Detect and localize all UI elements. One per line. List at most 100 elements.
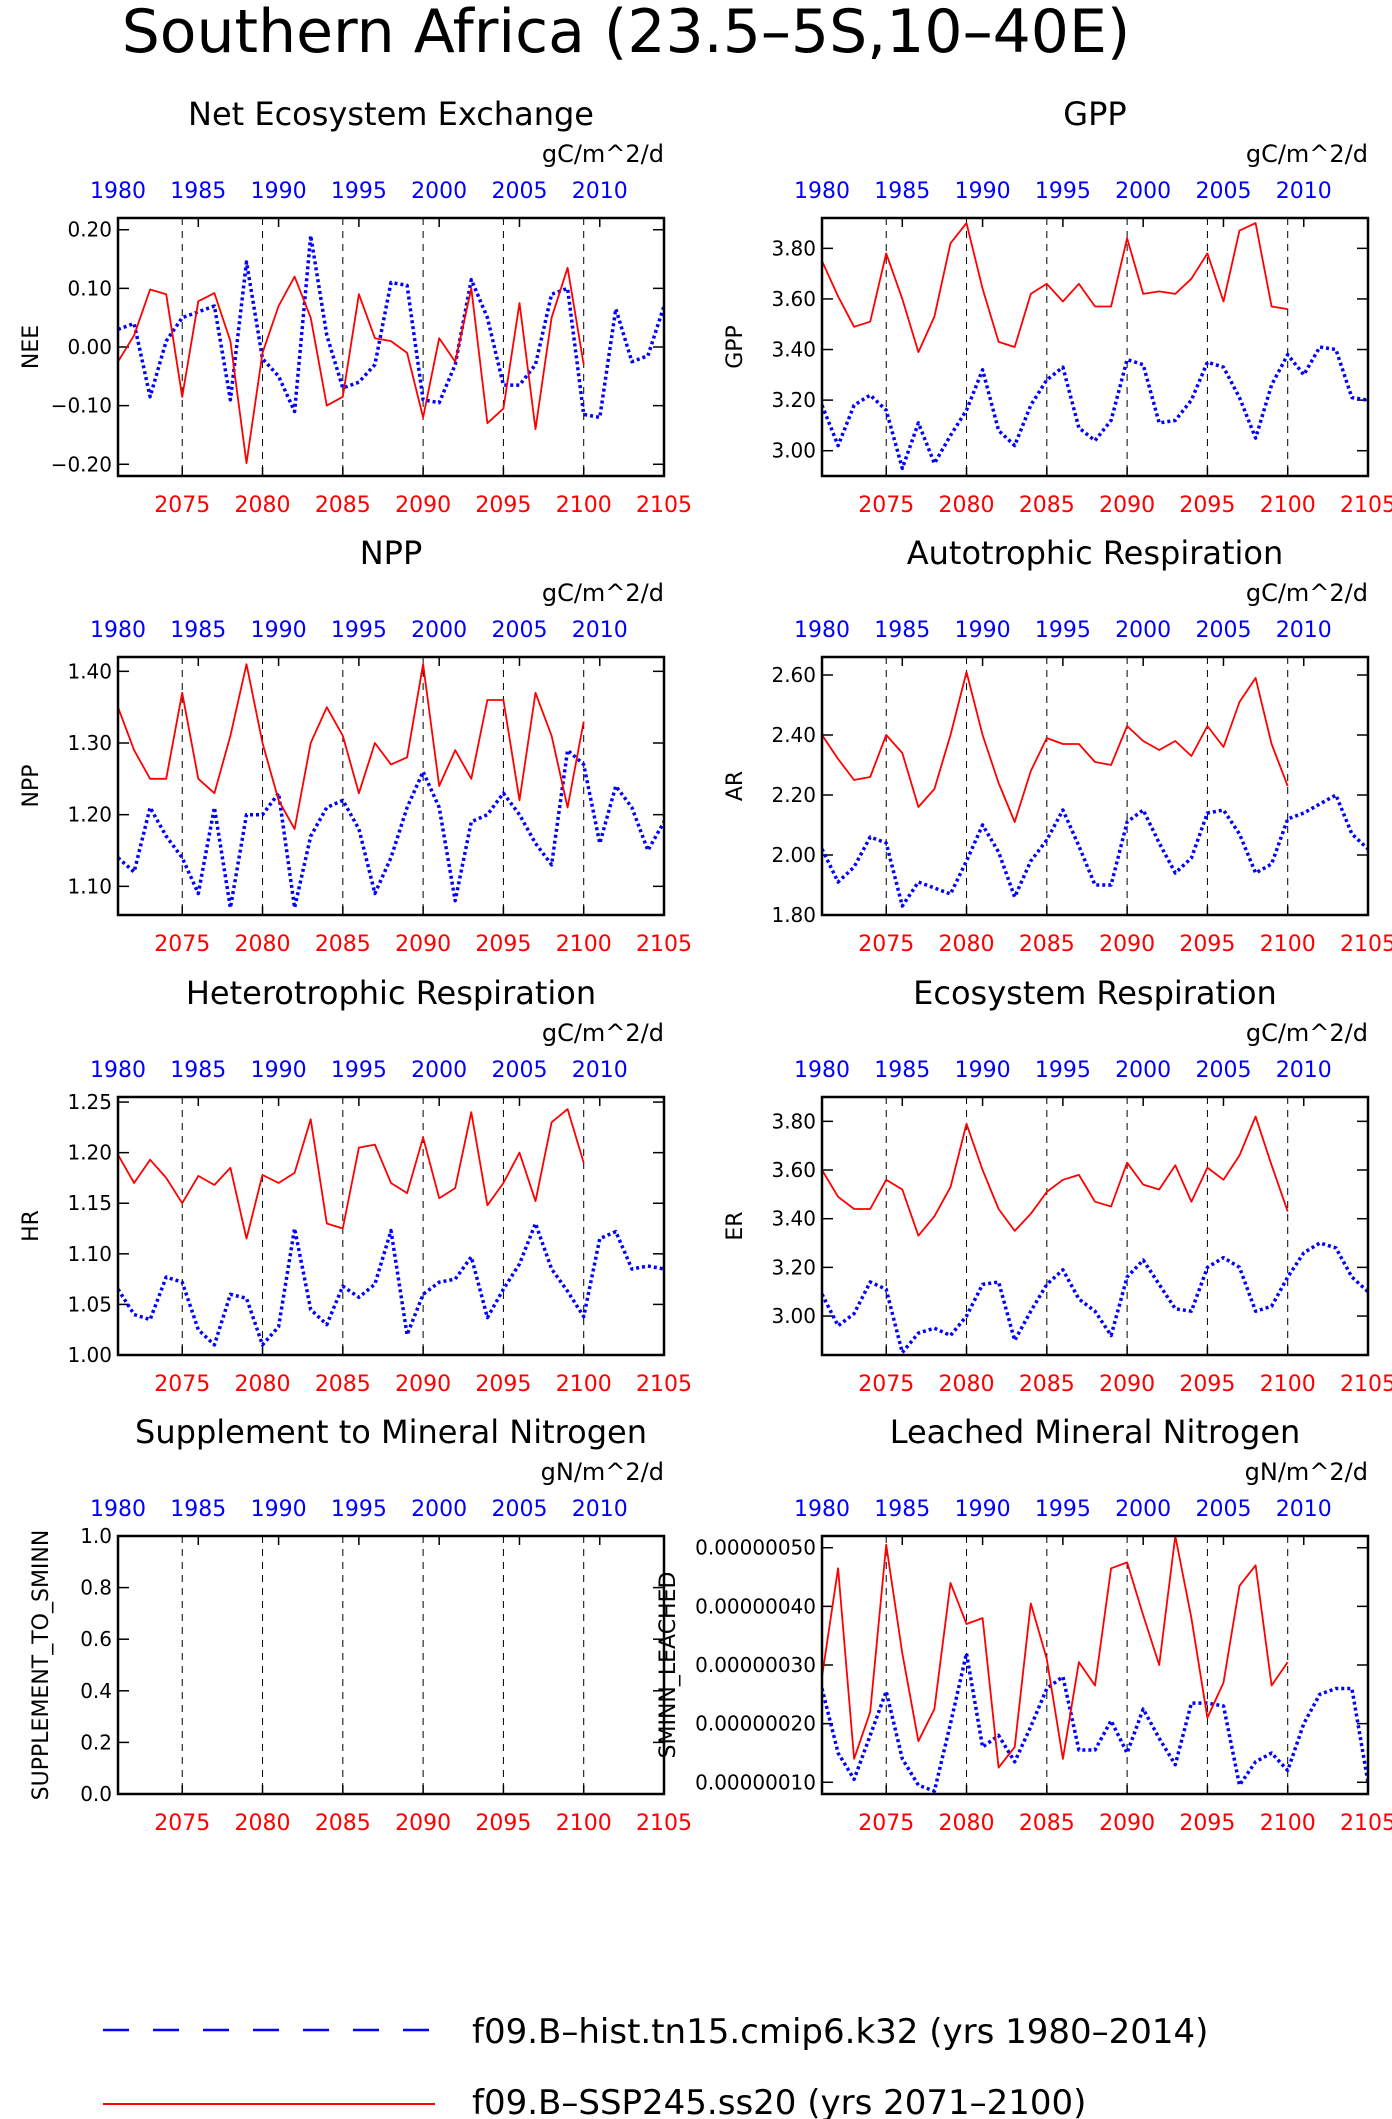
- y-tick-label: 0.00000050: [695, 1536, 816, 1560]
- panel-4: Autotrophic Respiration gC/m^2/d 2075 2080 2…: [723, 534, 1392, 957]
- x-tick-label-bottom: 2095: [475, 493, 531, 518]
- y-tick-label: 0.2: [80, 1730, 112, 1754]
- x-tick-label-bottom: 2080: [235, 1372, 291, 1397]
- y-tick-label: 1.20: [67, 803, 112, 827]
- series-ssp-line: [822, 671, 1289, 823]
- y-tick-label: 2.40: [771, 723, 816, 747]
- x-tick-label-bottom: 2095: [1179, 493, 1235, 518]
- x-tick-label-bottom: 2090: [395, 493, 451, 518]
- x-tick-label-top: 1995: [331, 1058, 387, 1083]
- series-ssp-line: [118, 663, 585, 830]
- panel-units: gC/m^2/d: [542, 140, 664, 168]
- x-tick-label-bottom: 2090: [395, 1811, 451, 1836]
- x-tick-label-top: 1995: [1035, 1497, 1091, 1522]
- x-tick-label-top: 1985: [874, 1497, 930, 1522]
- panel-title: Supplement to Mineral Nitrogen: [135, 1413, 647, 1451]
- x-tick-label-top: 2000: [411, 618, 467, 643]
- plot-frame: [820, 216, 1370, 478]
- x-tick-label-bottom: 2080: [939, 1372, 995, 1397]
- x-tick-label-top: 2010: [572, 618, 628, 643]
- x-tick-label-bottom: 2105: [636, 932, 692, 957]
- x-tick-label-top: 1980: [90, 179, 146, 204]
- series-hist-line: [118, 233, 664, 420]
- x-tick-label-top: 2010: [1276, 179, 1332, 204]
- x-tick-label-top: 1980: [90, 1058, 146, 1083]
- y-axis-label: HR: [19, 1210, 44, 1242]
- x-tick-label-top: 1995: [1035, 179, 1091, 204]
- panel-1: Net Ecosystem Exchange gC/m^2/d 2075 2080 20…: [19, 95, 692, 518]
- y-tick-label: 3.80: [771, 236, 816, 260]
- y-tick-label: 1.05: [67, 1292, 112, 1316]
- plot-frame: [116, 1534, 666, 1796]
- legend: f09.B–hist.tn15.cmip6.k32 (yrs 1980–2014…: [103, 2012, 1208, 2119]
- x-tick-label-bottom: 2085: [1019, 1372, 1075, 1397]
- main-title: Southern Africa (23.5–5S,10–40E): [122, 0, 1131, 67]
- y-tick-label: 1.00: [67, 1343, 112, 1367]
- x-tick-label-bottom: 2075: [154, 932, 210, 957]
- x-tick-label-bottom: 2075: [154, 1372, 210, 1397]
- plot-frame: [116, 216, 666, 478]
- x-tick-label-top: 1980: [90, 1497, 146, 1522]
- y-tick-label: 1.10: [67, 874, 112, 898]
- y-tick-label: 2.20: [771, 783, 816, 807]
- x-tick-label-top: 2000: [1115, 1058, 1171, 1083]
- panel-title: Leached Mineral Nitrogen: [890, 1413, 1301, 1451]
- legend-ssp-label: f09.B–SSP245.ss20 (yrs 2071–2100): [472, 2083, 1086, 2119]
- y-tick-label: 3.00: [771, 439, 816, 463]
- panel-units: gN/m^2/d: [541, 1458, 664, 1486]
- x-tick-label-bottom: 2100: [556, 1372, 612, 1397]
- x-tick-label-bottom: 2085: [315, 1372, 371, 1397]
- y-tick-label: 1.20: [67, 1141, 112, 1165]
- y-axis-label: SMINN_LEACHED: [656, 1572, 681, 1759]
- panel-units: gC/m^2/d: [1246, 579, 1368, 607]
- x-tick-label-top: 1990: [251, 1058, 307, 1083]
- x-tick-label-bottom: 2105: [1340, 1372, 1392, 1397]
- y-tick-label: 3.40: [771, 1207, 816, 1231]
- x-tick-label-top: 2005: [491, 179, 547, 204]
- x-tick-label-bottom: 2075: [858, 1372, 914, 1397]
- x-tick-label-bottom: 2080: [235, 493, 291, 518]
- x-tick-label-top: 1980: [794, 1497, 850, 1522]
- y-tick-label: 2.00: [771, 843, 816, 867]
- y-tick-label: 1.80: [771, 903, 816, 927]
- plot-frame: [116, 1095, 666, 1357]
- x-tick-label-bottom: 2105: [636, 1372, 692, 1397]
- x-tick-label-top: 2000: [1115, 618, 1171, 643]
- y-tick-label: 2.60: [771, 663, 816, 687]
- plot-frame: [116, 655, 666, 917]
- series-hist-line: [118, 748, 664, 910]
- y-tick-label: 3.20: [771, 1255, 816, 1279]
- series-ssp-line: [822, 1115, 1289, 1237]
- x-tick-label-top: 2000: [411, 179, 467, 204]
- y-axis-label: GPP: [723, 325, 748, 369]
- panel-units: gC/m^2/d: [1246, 140, 1368, 168]
- x-tick-label-bottom: 2095: [475, 1372, 531, 1397]
- panel-title: GPP: [1063, 95, 1126, 133]
- plot-frame: [820, 655, 1370, 917]
- x-tick-label-bottom: 2075: [154, 1811, 210, 1836]
- panel-2: GPP gC/m^2/d 2075 2080 2085 2090 2095 2100 2105 1…: [723, 95, 1392, 518]
- x-tick-label-top: 2010: [1276, 1058, 1332, 1083]
- panel-title: Net Ecosystem Exchange: [188, 95, 594, 133]
- x-tick-label-top: 1985: [874, 179, 930, 204]
- series-hist-line: [822, 793, 1368, 908]
- y-tick-label: 0.10: [67, 276, 112, 300]
- y-tick-label: 1.25: [67, 1090, 112, 1114]
- panel-units: gC/m^2/d: [542, 1019, 664, 1047]
- panel-title: Heterotrophic Respiration: [186, 974, 596, 1012]
- x-tick-label-bottom: 2105: [636, 1811, 692, 1836]
- y-tick-label: 1.0: [80, 1524, 112, 1548]
- x-tick-label-bottom: 2075: [858, 932, 914, 957]
- x-tick-label-bottom: 2090: [395, 1372, 451, 1397]
- x-tick-label-bottom: 2095: [1179, 1811, 1235, 1836]
- y-tick-label: 1.15: [67, 1191, 112, 1215]
- x-tick-label-bottom: 2080: [939, 932, 995, 957]
- y-tick-label: 3.60: [771, 1158, 816, 1182]
- x-tick-label-top: 1985: [874, 618, 930, 643]
- x-tick-label-bottom: 2085: [315, 493, 371, 518]
- x-tick-label-bottom: 2080: [939, 493, 995, 518]
- x-tick-label-top: 1990: [251, 618, 307, 643]
- x-tick-label-top: 2010: [1276, 1497, 1332, 1522]
- x-tick-label-top: 2005: [1195, 179, 1251, 204]
